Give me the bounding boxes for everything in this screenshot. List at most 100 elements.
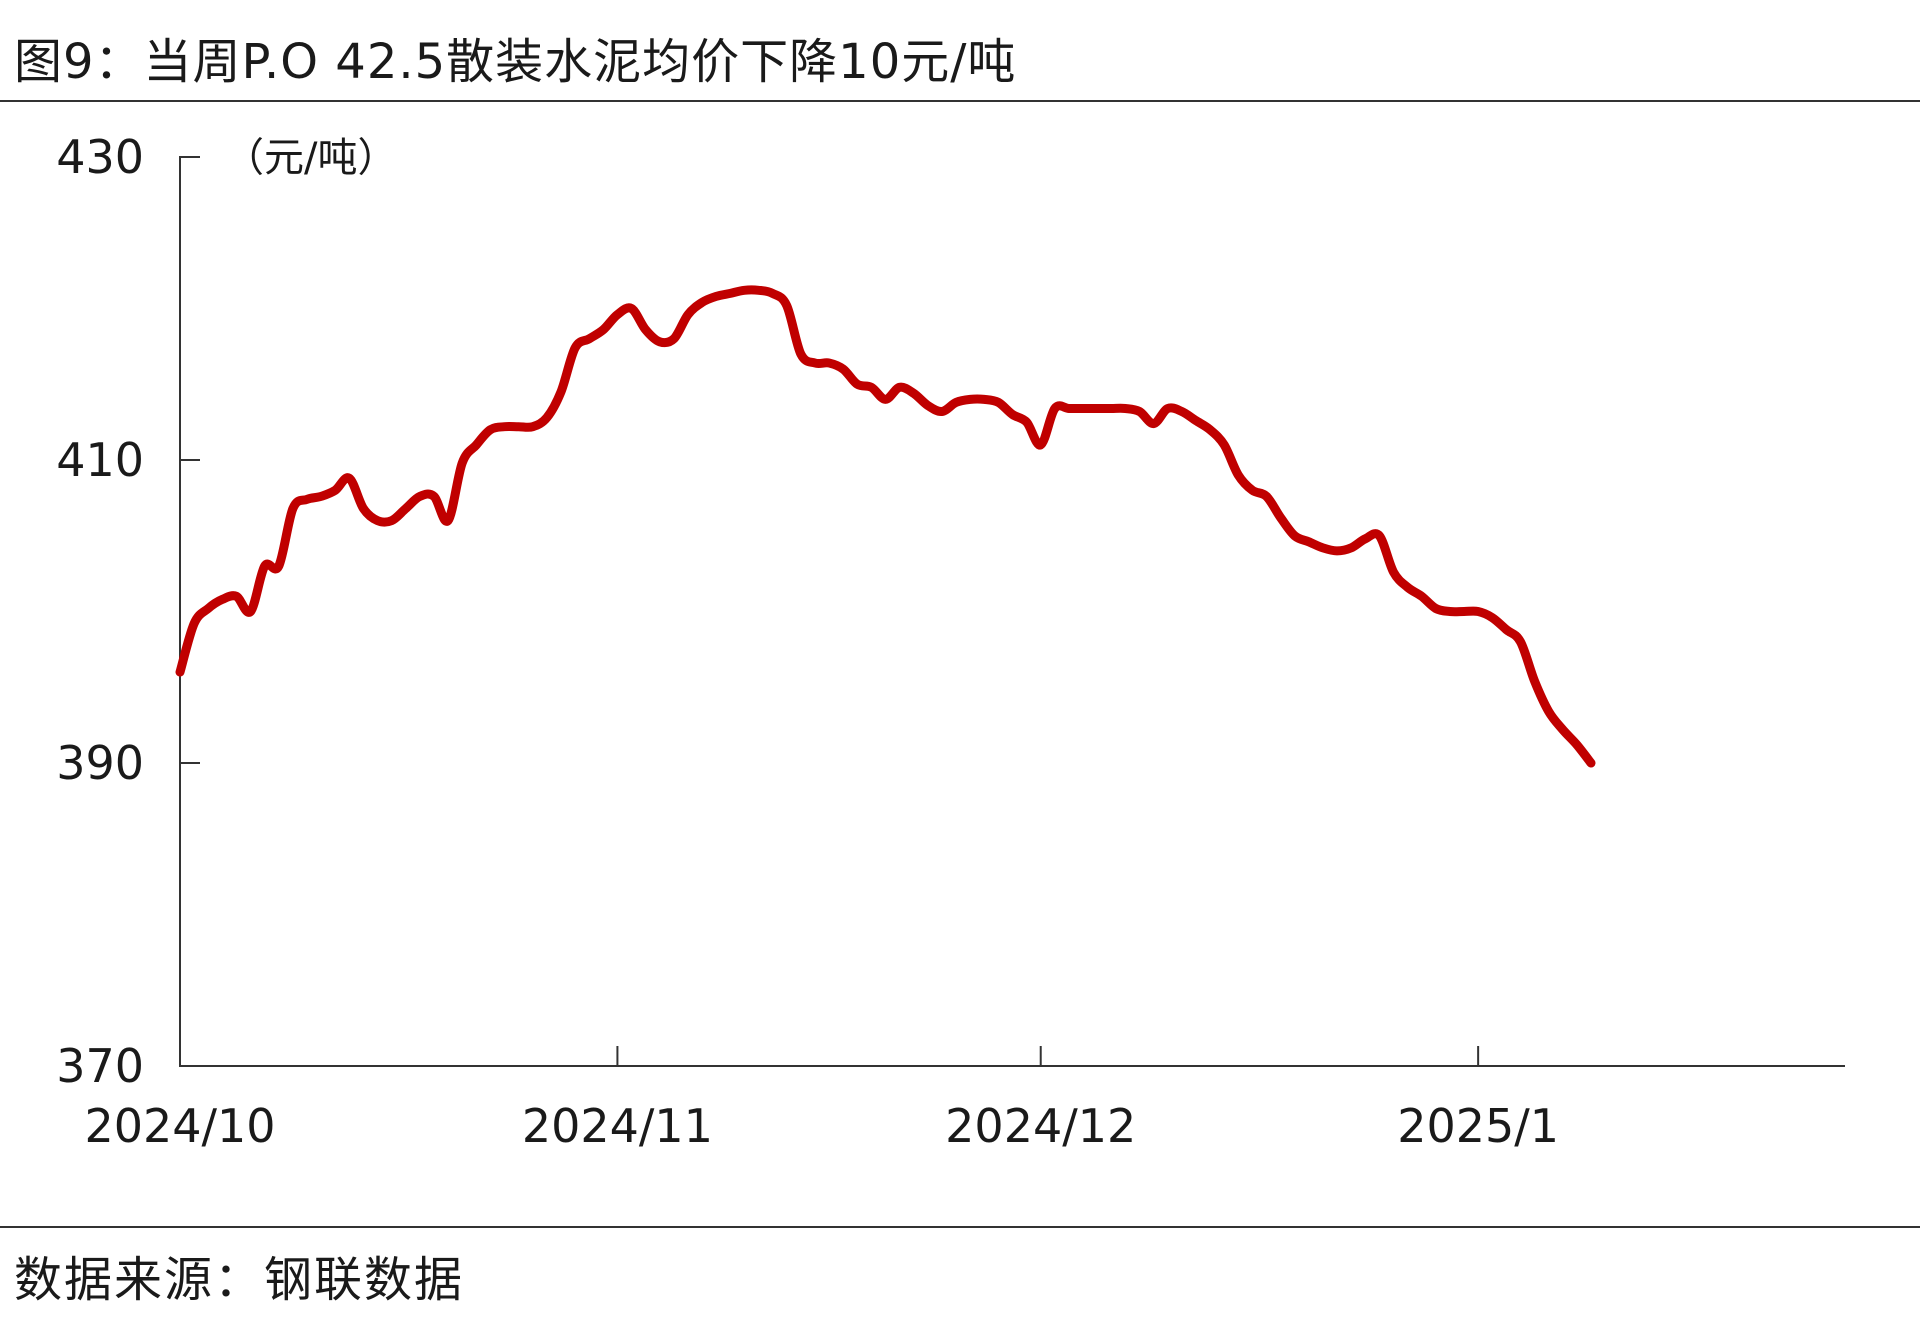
data-point [727, 290, 733, 296]
data-point [586, 336, 592, 342]
data-point [1405, 584, 1411, 590]
data-point [1122, 406, 1128, 412]
data-point [219, 596, 225, 602]
data-point [1278, 515, 1284, 521]
x-tick-label: 2024/10 [84, 1099, 275, 1153]
data-point [530, 424, 536, 430]
data-point [1235, 472, 1241, 478]
y-tick-label: 370 [56, 1039, 144, 1093]
data-point [248, 609, 254, 615]
source-rule [0, 1226, 1920, 1228]
data-point [1221, 442, 1227, 448]
data-point [1292, 533, 1298, 539]
data-point [1010, 412, 1016, 418]
data-point [360, 506, 366, 512]
data-point [699, 299, 705, 305]
data-point [685, 312, 691, 318]
data-point [713, 293, 719, 299]
data-point [826, 360, 832, 366]
data-point [1419, 593, 1425, 599]
data-point [600, 327, 606, 333]
data-point [1546, 709, 1552, 715]
data-point [205, 606, 211, 612]
data-point [756, 287, 762, 293]
data-point [445, 518, 451, 524]
data-point [741, 287, 747, 293]
data-point [770, 290, 776, 296]
data-point [1137, 409, 1143, 415]
data-point [1108, 406, 1114, 412]
x-tick-label: 2025/1 [1397, 1099, 1559, 1153]
data-point [925, 403, 931, 409]
data-point [1306, 539, 1312, 545]
data-point [939, 409, 945, 415]
data-point [1193, 418, 1199, 424]
data-point [346, 475, 352, 481]
x-tick-label: 2024/11 [522, 1099, 713, 1153]
series-line [175, 285, 1596, 768]
data-point [868, 384, 874, 390]
data-point [1518, 639, 1524, 645]
data-point [375, 518, 381, 524]
y-axis-unit-label: （元/吨） [224, 135, 397, 181]
data-point [304, 496, 310, 502]
data-point [1433, 606, 1439, 612]
data-point [1207, 427, 1213, 433]
data-point [614, 312, 620, 318]
y-tick-label: 430 [56, 130, 144, 184]
data-point [1461, 609, 1467, 615]
data-point [629, 306, 635, 312]
data-point [1066, 406, 1072, 412]
figure-title: 图9：当周P.O 42.5散装水泥均价下降10元/吨 [14, 34, 1017, 90]
data-point [473, 442, 479, 448]
data-point [854, 381, 860, 387]
y-tick-label: 390 [56, 736, 144, 790]
data-point [332, 487, 338, 493]
data-point [1320, 545, 1326, 551]
data-point [995, 399, 1001, 405]
data-point [403, 506, 409, 512]
data-point [897, 384, 903, 390]
data-point [191, 621, 197, 627]
data-point [1165, 406, 1171, 412]
data-point [1362, 536, 1368, 542]
data-point [1052, 406, 1058, 412]
x-tick-label: 2024/12 [945, 1099, 1136, 1153]
data-point [431, 493, 437, 499]
data-point [1024, 419, 1030, 425]
data-point [1560, 727, 1566, 733]
data-point [389, 518, 395, 524]
data-point [1264, 493, 1270, 499]
data-point [671, 336, 677, 342]
data-point [911, 390, 917, 396]
data-point [953, 399, 959, 405]
data-point [502, 424, 508, 430]
data-point [1151, 421, 1157, 427]
data-point [417, 493, 423, 499]
data-point [657, 339, 663, 345]
y-tick-label: 410 [56, 433, 144, 487]
data-point [1094, 406, 1100, 412]
data-point [1080, 406, 1086, 412]
data-point [177, 669, 183, 675]
data-point [262, 563, 268, 569]
data-point [1391, 569, 1397, 575]
source-note: 数据来源：钢联数据 [14, 1252, 465, 1308]
data-point [1038, 442, 1044, 448]
data-point [1489, 615, 1495, 621]
data-point [290, 506, 296, 512]
data-point [1503, 627, 1509, 633]
data-point [318, 493, 324, 499]
title-rule [0, 100, 1920, 102]
data-point [1348, 545, 1354, 551]
data-point [883, 396, 889, 402]
data-point [487, 427, 493, 433]
data-point [784, 303, 790, 309]
data-point [459, 460, 465, 466]
chart-axes [179, 157, 1845, 1067]
data-point [1475, 609, 1481, 615]
data-point [276, 563, 282, 569]
data-point [1376, 533, 1382, 539]
data-point [840, 366, 846, 372]
